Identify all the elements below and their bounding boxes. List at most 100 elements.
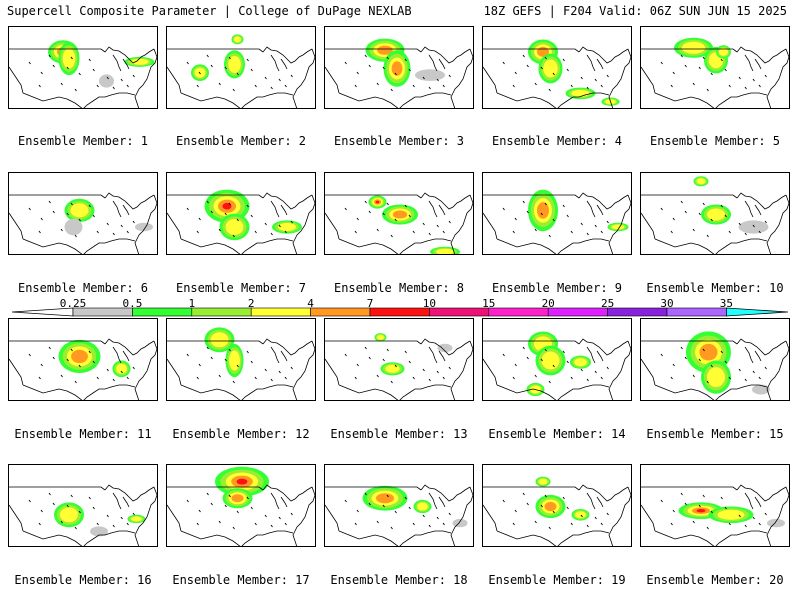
map-outline [167,66,182,94]
state-line-fragment [48,200,51,204]
map-outline [557,238,610,254]
state-line-fragment [562,58,565,62]
state-line-fragment [92,360,95,364]
scp-shaded-area [64,198,95,222]
state-line-fragment [218,520,221,524]
map-outline [483,194,580,199]
map-outline [736,484,787,502]
state-line-fragment [706,234,709,238]
state-line-fragment [210,64,213,68]
state-line-fragment [764,366,767,370]
ensemble-member-label: Ensemble Member: 8 [333,281,465,295]
map-outline [292,238,298,254]
scp-shaded-area [124,56,155,67]
state-line-fragment [112,524,115,528]
state-line-fragment [78,72,81,76]
ensemble-member-label: Ensemble Member: 19 [488,573,626,587]
state-line-fragment [514,509,517,513]
map-outline [483,340,580,345]
state-line-fragment [88,204,91,208]
state-line-fragment [66,358,69,362]
ensemble-member-label: Ensemble Member: 13 [330,427,468,441]
state-line-fragment [514,71,517,75]
state-line-fragment [40,509,43,513]
state-line-fragment [408,506,411,510]
scp-shaded-area [565,87,596,100]
state-line-fragment [526,210,529,214]
state-line-fragment [580,368,583,372]
scp-shaded-area [383,50,411,87]
map-outline [325,486,422,491]
scp-shaded-area [135,222,153,232]
state-line-fragment [48,54,51,58]
state-line-fragment [232,234,235,238]
map-outline [83,384,136,400]
map-outline [438,58,446,70]
state-line-fragment [218,82,221,86]
ensemble-member-map [324,26,474,109]
ensemble-member-map [8,172,158,255]
state-line-fragment [412,230,415,234]
state-line-fragment [408,360,411,364]
state-line-fragment [540,66,543,70]
map-outline [641,358,656,386]
state-line-fragment [728,376,731,380]
colorbar-segment [607,307,668,317]
state-line-fragment [364,492,367,496]
map-outline [608,530,614,546]
map-outline [270,200,280,218]
ensemble-member-label: Ensemble Member: 12 [172,427,310,441]
map-outline [136,340,157,386]
map-outline [167,358,182,386]
state-line-fragment [514,217,517,221]
state-line-fragment [764,512,767,516]
member-map-canvas [483,39,631,108]
state-line-fragment [540,212,543,216]
state-line-fragment [48,492,51,496]
scp-shaded-area [58,339,101,373]
map-outline [399,530,452,546]
map-outline [280,496,288,508]
map-outline [452,486,473,532]
state-line-fragment [394,218,397,222]
map-outline [744,200,754,218]
state-line-fragment [264,76,267,80]
state-line-fragment [512,522,515,526]
map-outline [22,92,83,108]
state-line-fragment [606,512,609,516]
state-line-fragment [224,212,227,216]
map-outline [496,384,557,400]
map-outline [292,384,298,400]
map-outline [641,66,656,94]
map-outline [557,530,610,546]
ensemble-member-map [640,26,790,109]
state-line-fragment [744,232,747,236]
state-line-fragment [680,492,683,496]
map-outline [294,486,315,532]
state-line-fragment [70,56,73,60]
state-line-fragment [386,348,389,352]
map-outline [586,200,596,218]
state-line-fragment [684,356,687,360]
map-outline [241,384,294,400]
state-line-fragment [548,88,551,92]
state-line-fragment [566,506,569,510]
scp-shaded-area [708,506,754,524]
state-line-fragment [404,496,407,500]
state-line-fragment [376,374,379,378]
state-line-fragment [28,499,31,503]
state-line-fragment [436,516,439,520]
state-line-fragment [74,526,77,530]
map-outline [766,530,772,546]
state-line-fragment [284,84,287,88]
state-line-fragment [78,510,81,514]
scp-shaded-area [693,176,709,187]
map-outline [9,486,106,491]
state-line-fragment [382,358,385,362]
state-line-fragment [660,499,663,503]
map-outline [557,92,610,108]
scp-shaded-area [701,204,731,225]
state-line-fragment [680,200,683,204]
state-line-fragment [132,512,135,516]
state-line-fragment [522,492,525,496]
